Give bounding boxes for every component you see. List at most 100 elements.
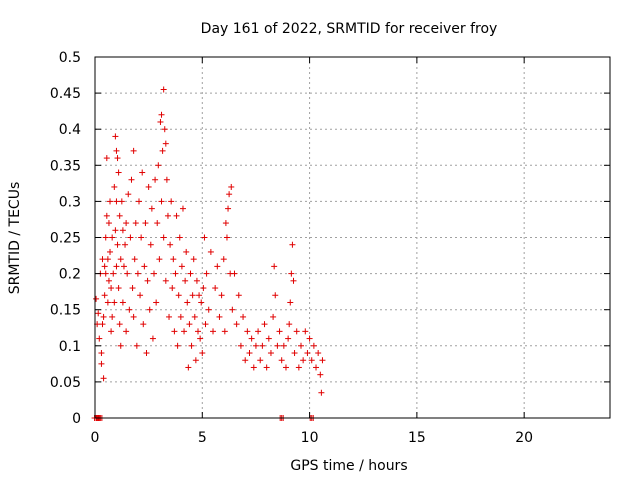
data-point — [192, 357, 199, 364]
data-point — [143, 350, 150, 357]
data-point — [270, 313, 277, 320]
data-point — [304, 350, 311, 357]
data-point — [146, 306, 153, 313]
y-tick-label: 0.45 — [50, 86, 81, 102]
data-point — [181, 328, 188, 335]
data-point — [200, 285, 207, 292]
data-point — [100, 313, 107, 320]
data-point — [137, 292, 144, 299]
data-point — [156, 256, 163, 263]
data-point — [175, 292, 182, 299]
data-point — [98, 350, 105, 357]
data-point — [271, 263, 278, 270]
data-point — [298, 342, 304, 349]
data-point — [109, 234, 116, 241]
data-point — [168, 198, 175, 205]
data-point — [144, 277, 151, 284]
data-point — [186, 321, 193, 328]
data-point — [135, 198, 142, 205]
data-point — [216, 313, 223, 320]
data-point — [117, 256, 124, 263]
x-tick-label: 15 — [408, 430, 426, 446]
data-point — [282, 364, 289, 371]
data-point — [176, 234, 183, 241]
data-point — [287, 299, 294, 306]
data-point — [205, 306, 212, 313]
data-point — [108, 328, 115, 335]
data-point — [310, 342, 317, 349]
y-axis-label: SRMTID / TECUs — [7, 182, 23, 295]
data-point — [288, 270, 295, 277]
y-tick-label: 0.35 — [50, 158, 81, 174]
data-point — [96, 335, 103, 342]
data-point — [265, 335, 272, 342]
data-point — [152, 176, 159, 183]
data-point — [160, 86, 167, 93]
data-point — [306, 335, 313, 342]
data-point — [286, 321, 293, 328]
data-point — [188, 342, 195, 349]
data-point — [134, 270, 141, 277]
data-point — [189, 292, 196, 299]
data-point — [313, 364, 320, 371]
data-point — [293, 328, 300, 335]
data-point — [220, 256, 227, 263]
data-point — [123, 328, 130, 335]
data-point — [98, 360, 105, 367]
data-point — [130, 147, 137, 154]
data-point — [218, 292, 225, 299]
data-point — [235, 292, 242, 299]
y-tick-label: 0.5 — [59, 50, 81, 66]
data-point — [250, 364, 257, 371]
data-point — [112, 133, 119, 140]
data-point — [149, 335, 156, 342]
data-point — [207, 248, 214, 255]
data-point — [109, 313, 116, 320]
data-point — [223, 234, 230, 241]
data-point — [113, 198, 120, 205]
data-point — [214, 263, 221, 270]
y-tick-label: 0.05 — [50, 375, 81, 391]
data-point — [105, 277, 112, 284]
data-point — [126, 306, 133, 313]
data-point — [173, 212, 180, 219]
data-point — [104, 256, 111, 263]
data-point — [177, 313, 184, 320]
data-point — [159, 147, 166, 154]
data-point — [319, 357, 326, 364]
data-point — [120, 263, 127, 270]
data-point — [119, 299, 126, 306]
data-point — [122, 241, 129, 248]
y-tick-label: 0 — [72, 411, 81, 427]
data-point — [107, 198, 114, 205]
data-point — [201, 234, 208, 241]
data-point — [229, 306, 236, 313]
data-point — [123, 220, 130, 227]
data-point — [125, 191, 132, 198]
data-point — [101, 292, 108, 299]
data-point — [99, 321, 106, 328]
data-point — [212, 285, 219, 292]
data-point — [147, 241, 154, 248]
data-point — [291, 350, 298, 357]
data-point — [289, 241, 296, 248]
data-point — [102, 234, 109, 241]
data-point — [117, 342, 124, 349]
data-point — [171, 328, 178, 335]
data-point — [190, 256, 197, 263]
data-point — [166, 313, 173, 320]
data-point — [191, 313, 198, 320]
data-point — [178, 263, 185, 270]
grid-lines — [95, 57, 610, 418]
data-point — [132, 220, 139, 227]
data-point — [246, 350, 253, 357]
data-point — [114, 241, 121, 248]
data-point — [198, 299, 205, 306]
data-point — [101, 263, 108, 270]
data-point — [138, 234, 145, 241]
data-point — [162, 140, 169, 147]
data-point — [203, 270, 210, 277]
data-point — [157, 118, 164, 125]
data-point — [124, 270, 131, 277]
